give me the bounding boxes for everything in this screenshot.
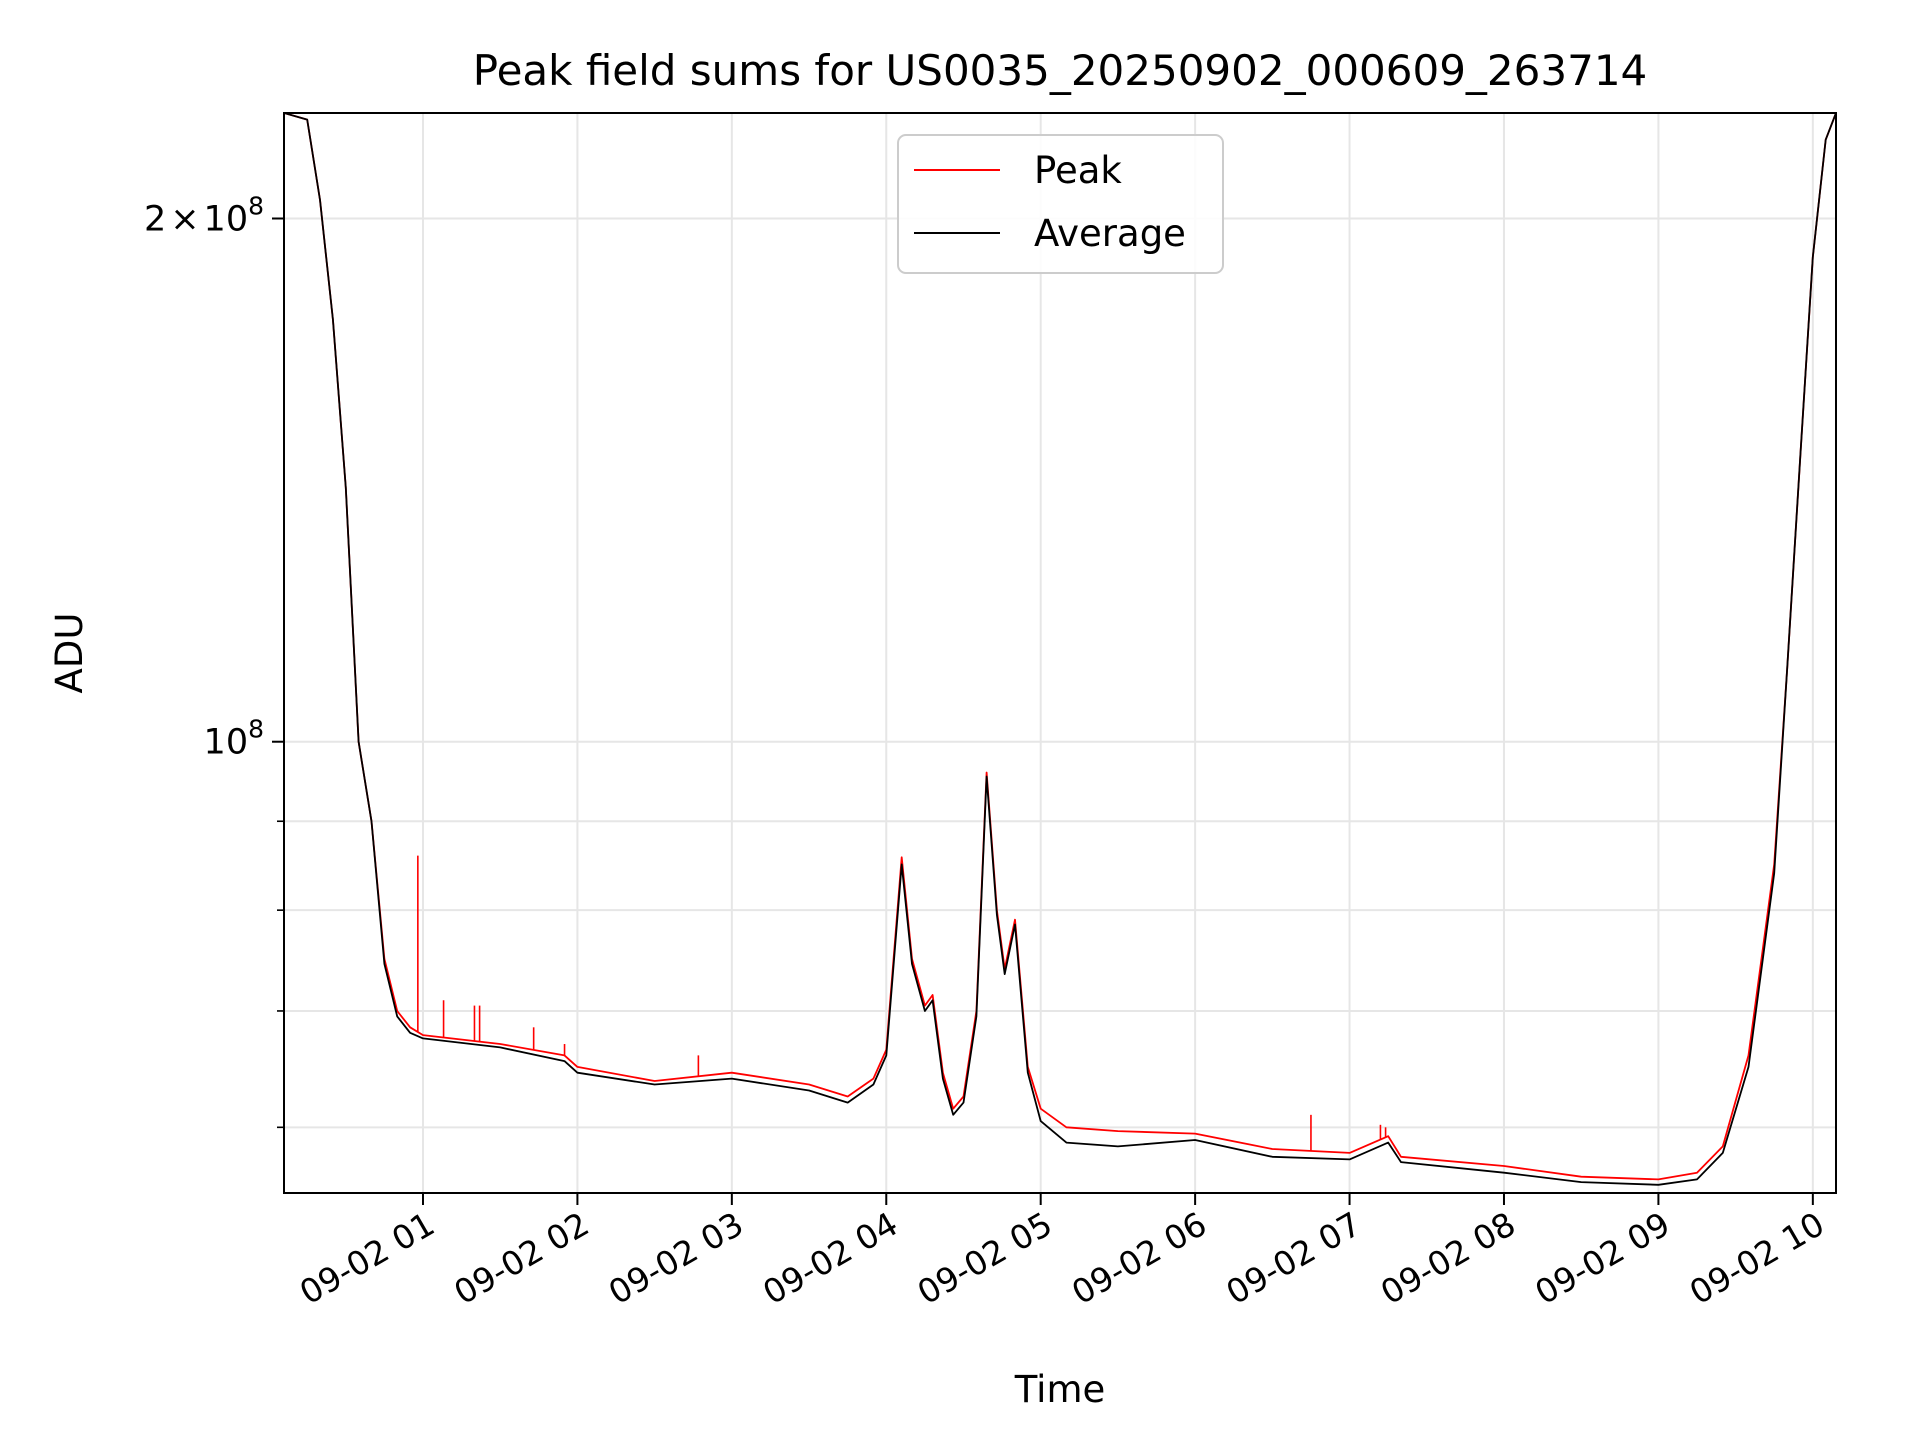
grid <box>284 113 1836 1193</box>
y-tick-label-base: 10 <box>204 723 249 763</box>
plot-frame <box>283 112 1837 1194</box>
legend: Peak Average <box>897 134 1224 274</box>
series-layer <box>284 113 1836 1186</box>
series-line-average <box>284 113 1836 1186</box>
chart-title: Peak field sums for US0035_20250902_0006… <box>473 46 1648 95</box>
legend-label-peak: Peak <box>1034 149 1122 192</box>
y-tick-label-exp: 8 <box>248 191 264 220</box>
series-line-peak <box>284 113 1836 1181</box>
y-tick-label: 2 × 108 <box>144 191 264 239</box>
y-tick-label-base: 10 <box>204 199 249 239</box>
y-tick-label-times: × <box>170 199 199 239</box>
legend-label-average: Average <box>1034 212 1186 255</box>
y-axis-label: ADU <box>48 613 91 694</box>
y-tick-label-exp: 8 <box>248 715 264 744</box>
y-tick-label-coef: 2 <box>144 199 166 239</box>
y-tick-label: 108 <box>204 715 264 763</box>
x-axis-label: Time <box>1014 1368 1106 1411</box>
